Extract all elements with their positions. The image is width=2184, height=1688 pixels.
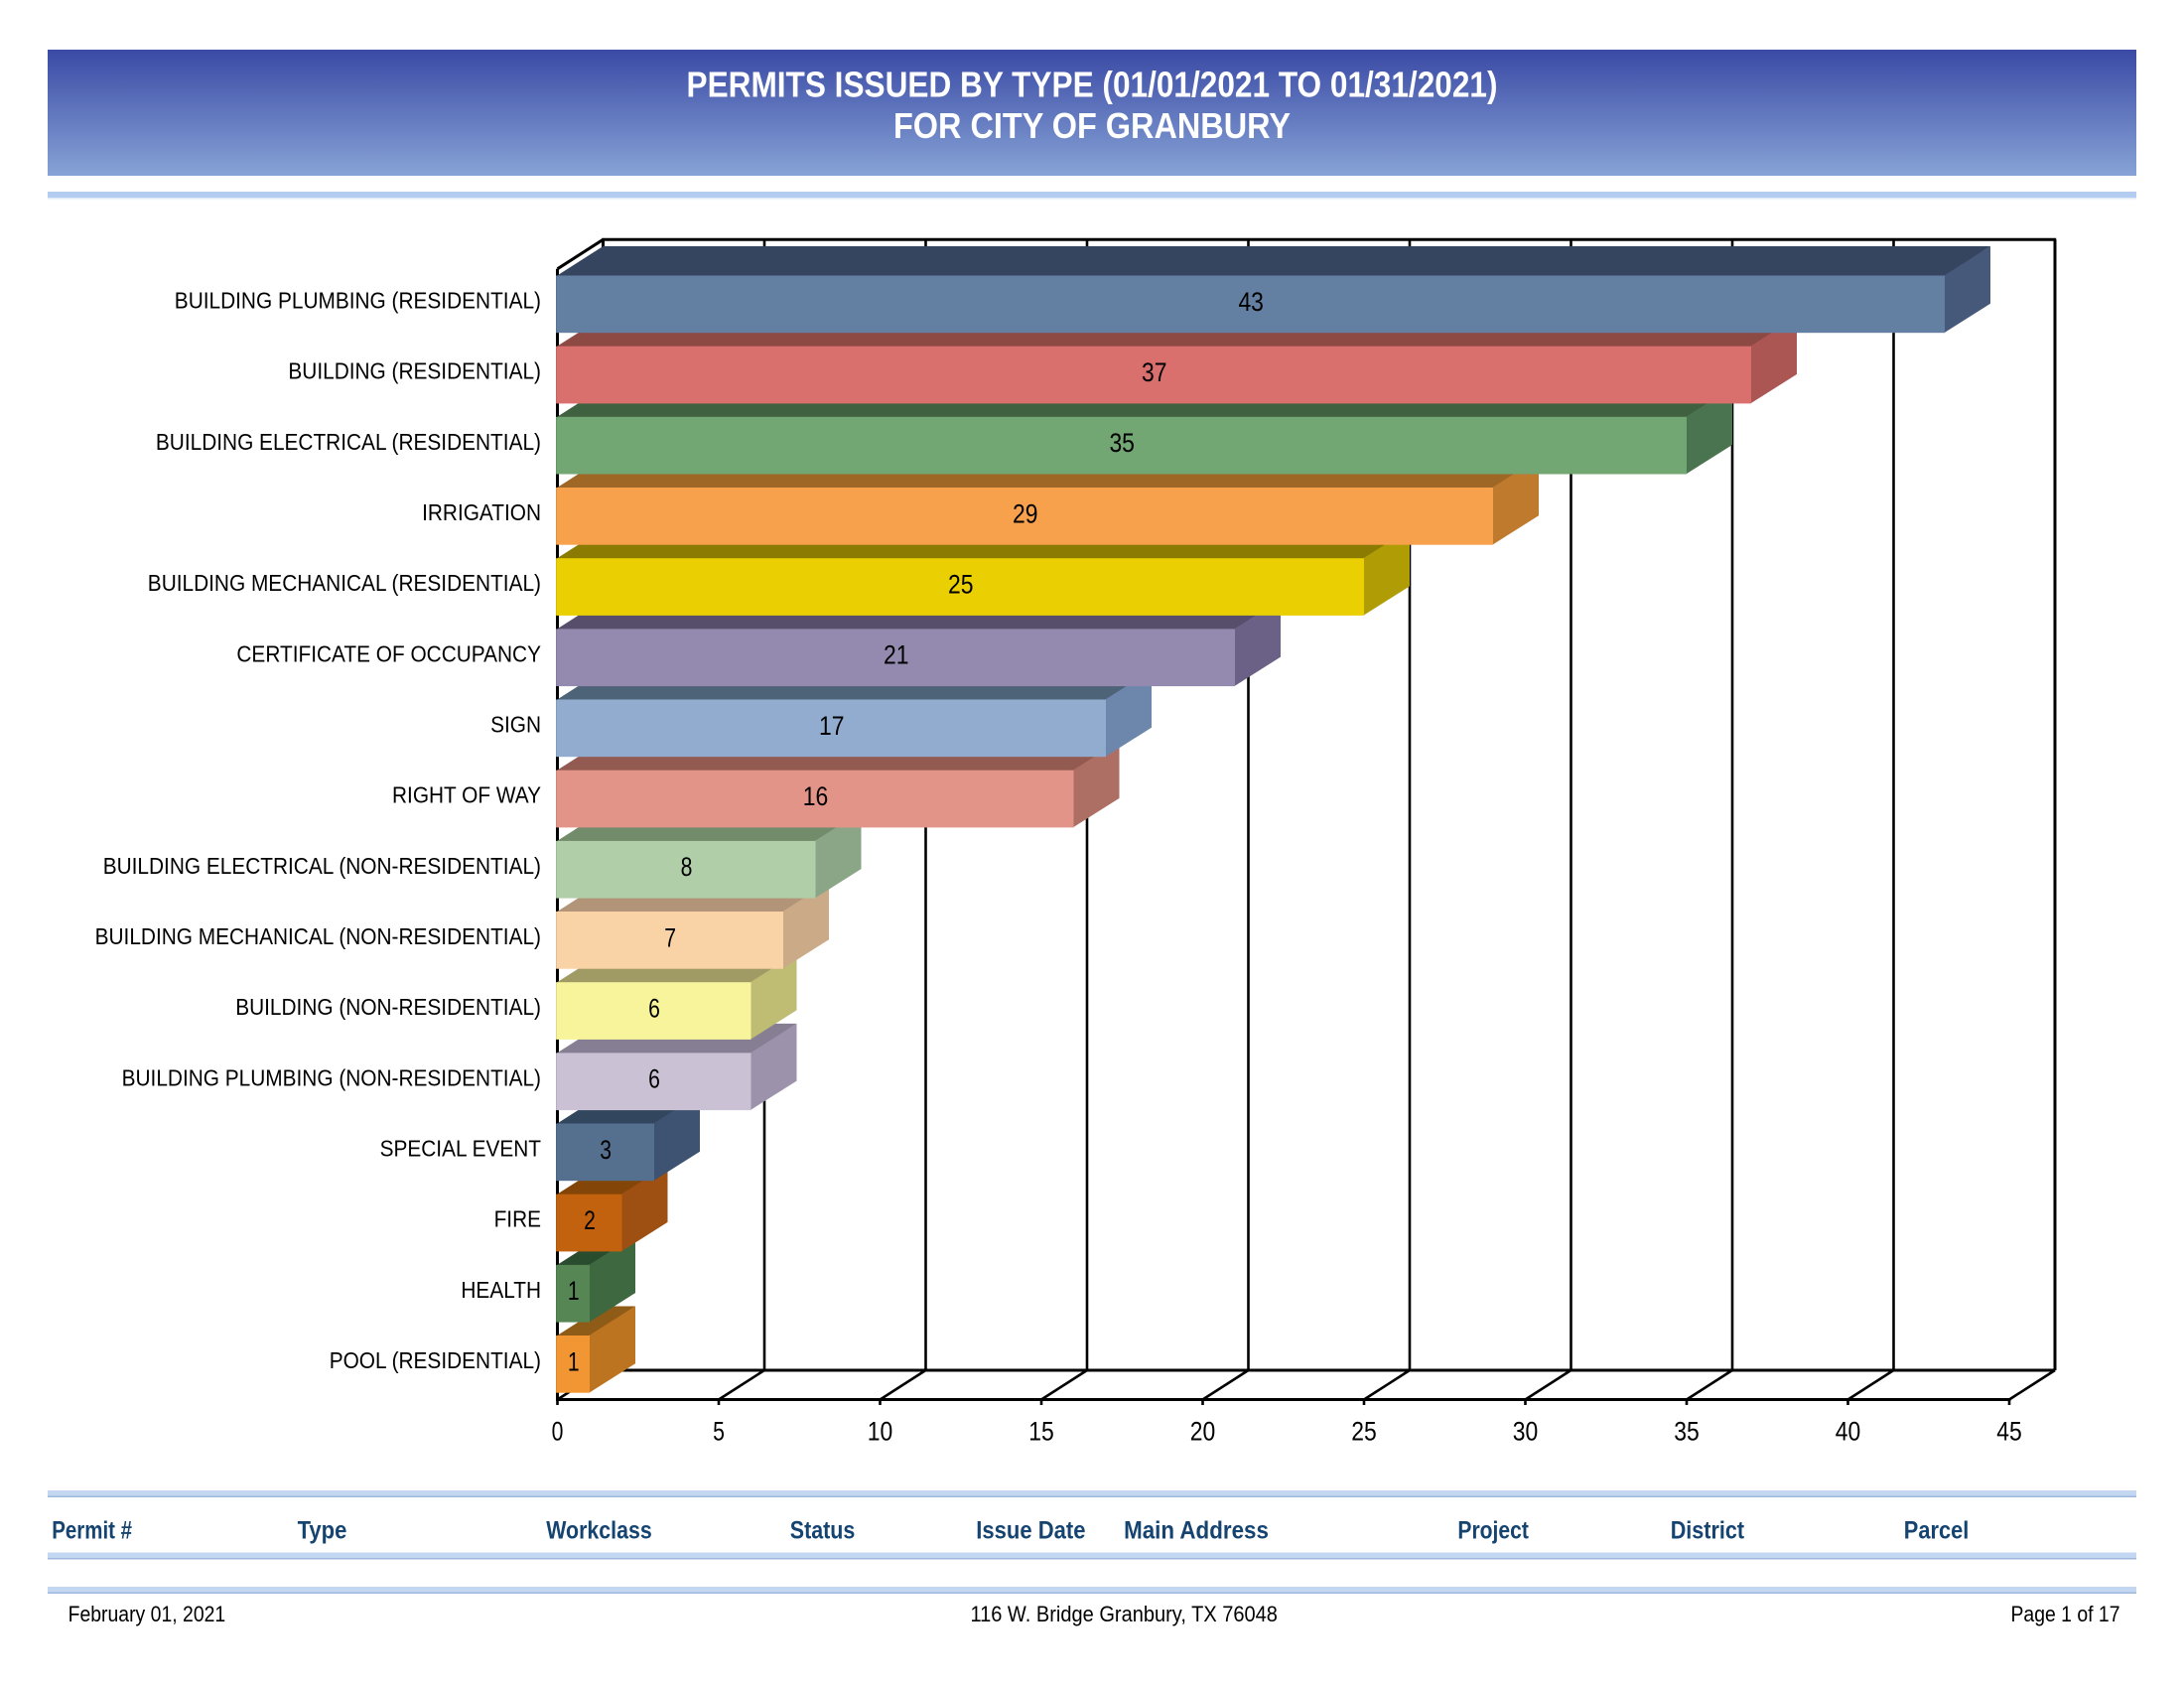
svg-text:February 01, 2021: February 01, 2021 [68,1602,226,1626]
svg-text:8: 8 [681,852,693,882]
svg-text:17: 17 [819,711,845,741]
svg-text:PERMITS ISSUED BY TYPE (01/01/: PERMITS ISSUED BY TYPE (01/01/2021 TO 01… [687,65,1498,105]
svg-text:BUILDING ELECTRICAL (NON-RESID: BUILDING ELECTRICAL (NON-RESIDENTIAL) [103,853,541,879]
svg-text:Page 1 of 17: Page 1 of 17 [2011,1602,2120,1626]
svg-text:BUILDING (RESIDENTIAL): BUILDING (RESIDENTIAL) [288,358,541,384]
svg-text:30: 30 [1513,1416,1539,1446]
svg-text:Permit #: Permit # [52,1517,132,1544]
svg-text:FIRE: FIRE [494,1206,541,1232]
svg-text:1: 1 [568,1276,580,1306]
svg-text:BUILDING PLUMBING (RESIDENTIAL: BUILDING PLUMBING (RESIDENTIAL) [175,288,541,314]
svg-text:BUILDING MECHANICAL (NON-RESID: BUILDING MECHANICAL (NON-RESIDENTIAL) [95,923,541,949]
svg-text:BUILDING PLUMBING (NON-RESIDEN: BUILDING PLUMBING (NON-RESIDENTIAL) [122,1064,541,1090]
svg-text:3: 3 [600,1135,612,1165]
svg-text:Issue Date: Issue Date [976,1517,1085,1544]
svg-text:Main Address: Main Address [1124,1517,1269,1544]
svg-text:2: 2 [584,1205,596,1235]
svg-text:0: 0 [552,1416,564,1446]
svg-text:25: 25 [948,570,974,600]
svg-text:Status: Status [790,1517,856,1544]
svg-text:35: 35 [1109,428,1135,458]
svg-text:RIGHT OF WAY: RIGHT OF WAY [392,782,541,808]
svg-text:BUILDING (NON-RESIDENTIAL): BUILDING (NON-RESIDENTIAL) [235,994,541,1020]
svg-text:7: 7 [664,922,676,952]
svg-text:CERTIFICATE OF OCCUPANCY: CERTIFICATE OF OCCUPANCY [236,640,541,666]
svg-text:POOL (RESIDENTIAL): POOL (RESIDENTIAL) [330,1347,541,1373]
svg-text:SIGN: SIGN [490,712,541,738]
svg-text:45: 45 [1996,1416,2022,1446]
svg-text:116 W. Bridge Granbury, TX 760: 116 W. Bridge Granbury, TX 76048 [970,1602,1278,1626]
svg-text:16: 16 [803,781,829,811]
svg-text:Parcel: Parcel [1904,1517,1970,1544]
svg-text:FOR CITY OF GRANBURY: FOR CITY OF GRANBURY [893,105,1291,146]
svg-text:29: 29 [1013,498,1038,528]
svg-text:35: 35 [1674,1416,1700,1446]
svg-text:BUILDING ELECTRICAL (RESIDENTI: BUILDING ELECTRICAL (RESIDENTIAL) [156,429,541,455]
svg-text:District: District [1671,1517,1744,1544]
svg-text:21: 21 [884,640,909,670]
svg-text:Project: Project [1457,1517,1529,1544]
svg-text:5: 5 [713,1416,725,1446]
svg-text:IRRIGATION: IRRIGATION [422,499,541,525]
svg-text:20: 20 [1190,1416,1216,1446]
svg-text:1: 1 [568,1346,580,1376]
svg-text:Type: Type [298,1517,347,1544]
svg-text:15: 15 [1028,1416,1054,1446]
svg-text:25: 25 [1351,1416,1377,1446]
svg-text:37: 37 [1142,357,1167,387]
svg-text:6: 6 [648,1064,660,1094]
svg-text:BUILDING MECHANICAL (RESIDENTI: BUILDING MECHANICAL (RESIDENTIAL) [148,570,541,596]
svg-text:Workclass: Workclass [546,1517,651,1544]
svg-text:SPECIAL EVENT: SPECIAL EVENT [380,1136,541,1162]
svg-text:43: 43 [1238,287,1264,317]
svg-text:6: 6 [648,994,660,1024]
svg-text:10: 10 [868,1416,893,1446]
svg-text:HEALTH: HEALTH [461,1277,541,1303]
svg-text:40: 40 [1836,1416,1861,1446]
